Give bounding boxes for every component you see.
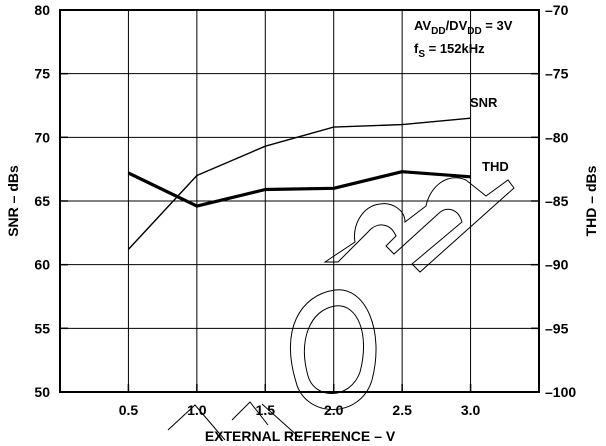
y-right-axis-title: THD – dBs (583, 165, 599, 236)
annotation-fs-sub: S (418, 49, 425, 60)
annotation-supply-av: AV (414, 18, 431, 33)
x-tick-label: 1.0 (187, 402, 207, 418)
y-right-tick-labels: –100 –95 –90 –85 –80 –75 –70 (545, 2, 576, 400)
annotation-fs-value: = 152kHz (425, 41, 485, 56)
y-right-tick-label: –85 (545, 193, 569, 209)
series-line-snr (127, 117, 471, 250)
series-label-snr: SNR (470, 95, 498, 110)
annotation-supply: AVDD/DVDD = 3V (414, 18, 513, 37)
y-left-tick-label: 50 (34, 384, 50, 400)
y-right-tick-label: –100 (545, 384, 576, 400)
y-right-tick-label: –75 (545, 66, 569, 82)
y-left-tick-label: 75 (34, 66, 50, 82)
annotation-fs: f (414, 41, 419, 56)
y-left-tick-label: 65 (34, 193, 50, 209)
y-left-axis-title: SNR – dBs (5, 165, 21, 237)
x-tick-labels: 0.5 1.0 1.5 2.0 2.5 3.0 (119, 402, 481, 418)
x-axis-title: EXTERNAL REFERENCE – V (205, 428, 396, 444)
x-tick-label: 2.0 (324, 402, 344, 418)
grid-lines (60, 10, 539, 392)
annotation-supply-sub2: DD (467, 26, 481, 37)
plot-series (127, 117, 471, 250)
y-left-tick-label: 55 (34, 320, 50, 336)
y-left-tick-label: 70 (34, 129, 50, 145)
y-left-tick-labels: 50 55 60 65 70 75 80 (34, 2, 50, 400)
watermark-shapes (167, 177, 515, 441)
y-right-tick-label: –80 (545, 129, 569, 145)
x-tick-label: 0.5 (119, 402, 139, 418)
x-tick-label: 3.0 (461, 402, 481, 418)
tick-marks (60, 9, 539, 393)
series-line-thd (127, 170, 471, 208)
x-tick-label: 1.5 (256, 402, 276, 418)
annotation-sample-rate: fS = 152kHz (414, 41, 485, 60)
y-right-tick-label: –95 (545, 320, 569, 336)
y-right-tick-label: –90 (545, 257, 569, 273)
x-tick-label: 2.5 (392, 402, 412, 418)
annotation-supply-value: = 3V (482, 18, 513, 33)
series-label-thd: THD (482, 159, 509, 174)
y-left-tick-label: 60 (34, 257, 50, 273)
annotation-supply-dv: /DV (446, 18, 468, 33)
y-right-tick-label: –70 (545, 2, 569, 18)
y-left-tick-label: 80 (34, 2, 50, 18)
annotation-supply-sub1: DD (431, 26, 445, 37)
